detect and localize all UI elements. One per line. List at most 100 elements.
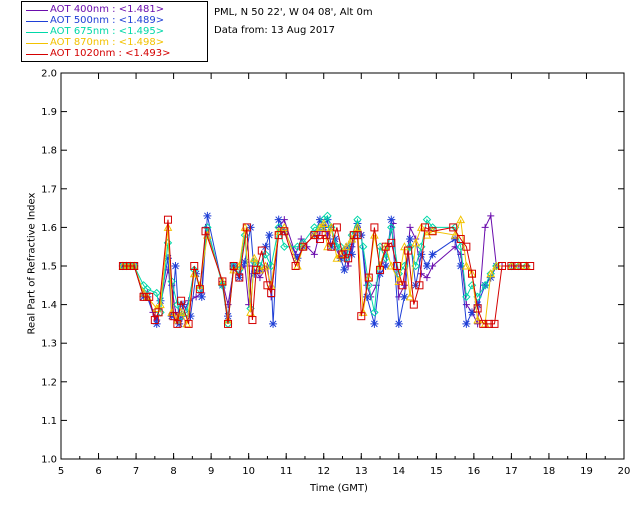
data-point bbox=[487, 212, 495, 220]
y-tick-label: 1.1 bbox=[41, 416, 57, 427]
data-point bbox=[364, 273, 373, 282]
data-point bbox=[344, 262, 352, 270]
data-point bbox=[280, 227, 289, 236]
legend-swatch-675nm bbox=[26, 32, 48, 33]
legend-label-1020nm: AOT 1020nm : <1.493> bbox=[50, 48, 171, 59]
data-point bbox=[417, 270, 425, 278]
x-tick-label: 16 bbox=[467, 466, 480, 477]
x-tick-label: 14 bbox=[392, 466, 405, 477]
data-point bbox=[173, 300, 182, 309]
data-point bbox=[240, 258, 249, 267]
data-point bbox=[392, 262, 401, 270]
data-point bbox=[473, 304, 482, 313]
series-3 bbox=[118, 215, 531, 328]
y-tick-label: 1.7 bbox=[41, 184, 57, 195]
data-point bbox=[269, 319, 278, 328]
x-tick-label: 12 bbox=[317, 466, 330, 477]
data-point bbox=[462, 242, 471, 251]
legend-swatch-870nm bbox=[26, 43, 48, 44]
data-point bbox=[498, 262, 507, 270]
data-point bbox=[130, 262, 139, 270]
y-axis-title: Real Part of Refractive Index bbox=[26, 192, 38, 335]
legend-swatch-1020nm bbox=[26, 54, 48, 55]
x-tick-label: 7 bbox=[133, 466, 139, 477]
data-point bbox=[266, 261, 276, 271]
data-point bbox=[344, 254, 353, 263]
data-point bbox=[422, 215, 432, 224]
data-point bbox=[381, 262, 390, 270]
data-point bbox=[486, 269, 496, 278]
data-point bbox=[387, 223, 396, 232]
data-point bbox=[195, 285, 204, 294]
x-axis-title: Time (GMT) bbox=[310, 483, 368, 494]
y-tick-label: 1.8 bbox=[41, 146, 57, 157]
data-point bbox=[394, 319, 403, 328]
data-point bbox=[190, 262, 199, 270]
data-point bbox=[167, 312, 176, 321]
data-point bbox=[376, 265, 385, 274]
data-point bbox=[186, 312, 195, 321]
legend-label-870nm: AOT 870nm : <1.498> bbox=[50, 37, 165, 48]
y-tick-label: 1.3 bbox=[41, 339, 57, 350]
data-point bbox=[218, 277, 227, 286]
data-point bbox=[481, 223, 489, 231]
data-point bbox=[299, 242, 308, 251]
data-point bbox=[387, 215, 396, 224]
y-tick-label: 1.5 bbox=[41, 262, 57, 273]
data-point bbox=[456, 215, 466, 224]
data-point bbox=[387, 238, 396, 247]
series-4 bbox=[118, 215, 535, 328]
data-point bbox=[421, 223, 430, 232]
data-point bbox=[449, 223, 458, 232]
data-point bbox=[263, 281, 272, 290]
series-line bbox=[122, 219, 531, 326]
data-point bbox=[507, 262, 516, 270]
data-point bbox=[353, 222, 362, 231]
data-point bbox=[484, 319, 493, 328]
data-point bbox=[139, 292, 148, 301]
data-point bbox=[450, 230, 460, 239]
data-point bbox=[145, 292, 154, 301]
data-point bbox=[490, 319, 499, 328]
data-point bbox=[171, 262, 180, 270]
data-point bbox=[229, 262, 238, 270]
data-point bbox=[332, 223, 341, 232]
series-line bbox=[122, 215, 497, 326]
data-point bbox=[201, 227, 210, 236]
data-point bbox=[462, 319, 471, 328]
data-point bbox=[513, 262, 522, 270]
x-tick-label: 17 bbox=[505, 466, 518, 477]
data-point bbox=[274, 215, 283, 224]
data-point bbox=[291, 262, 300, 270]
data-point bbox=[526, 262, 535, 270]
data-point bbox=[411, 238, 421, 247]
data-point bbox=[175, 319, 184, 328]
data-point bbox=[261, 250, 270, 259]
series-layer bbox=[118, 211, 535, 329]
x-tick-label: 5 bbox=[58, 466, 64, 477]
data-point bbox=[203, 211, 212, 220]
data-point bbox=[451, 234, 460, 243]
site-info: PML, N 50 22', W 04 08', Alt 0m bbox=[214, 7, 373, 18]
data-point bbox=[252, 265, 261, 274]
data-point bbox=[462, 261, 471, 270]
data-point bbox=[256, 274, 264, 282]
date-info: Data from: 13 Aug 2017 bbox=[214, 25, 335, 36]
data-point bbox=[422, 262, 431, 270]
data-point bbox=[248, 316, 257, 325]
data-point bbox=[370, 230, 379, 239]
data-point bbox=[197, 292, 206, 301]
data-point bbox=[398, 281, 407, 290]
legend-swatch-400nm bbox=[26, 10, 48, 11]
data-point bbox=[152, 303, 162, 312]
data-point bbox=[357, 312, 366, 321]
y-tick-label: 1.4 bbox=[41, 300, 57, 311]
data-point bbox=[163, 215, 172, 224]
data-point bbox=[323, 211, 332, 221]
data-point bbox=[152, 288, 161, 298]
legend-label-500nm: AOT 500nm : <1.489> bbox=[50, 15, 165, 26]
data-point bbox=[467, 269, 476, 278]
data-point bbox=[340, 265, 349, 274]
data-point bbox=[409, 300, 418, 309]
